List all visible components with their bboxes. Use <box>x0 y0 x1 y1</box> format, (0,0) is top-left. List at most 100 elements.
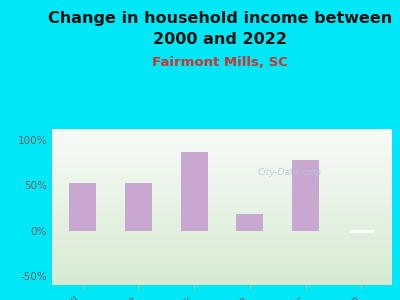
Bar <box>52 206 392 207</box>
Bar <box>52 259 392 260</box>
Bar <box>52 249 392 251</box>
Bar <box>52 159 392 160</box>
Bar <box>52 255 392 257</box>
Bar <box>52 232 392 233</box>
Bar <box>52 229 392 230</box>
Text: 2000 and 2022: 2000 and 2022 <box>153 32 287 46</box>
Text: Fairmont Mills, SC: Fairmont Mills, SC <box>152 56 288 68</box>
Bar <box>52 173 392 174</box>
Bar <box>52 220 392 221</box>
Bar <box>292 160 319 231</box>
Bar <box>52 171 392 173</box>
Bar <box>52 238 392 240</box>
Bar <box>52 204 392 206</box>
Bar <box>52 149 392 151</box>
Bar <box>52 268 392 269</box>
Bar <box>52 162 392 163</box>
Bar <box>52 185 392 187</box>
Text: Change in household income between: Change in household income between <box>48 11 392 26</box>
Bar <box>52 279 392 280</box>
Bar <box>52 193 392 194</box>
Bar <box>52 277 392 279</box>
Bar <box>52 169 392 171</box>
Bar <box>52 271 392 272</box>
Bar <box>52 190 392 191</box>
Bar <box>52 188 392 190</box>
Bar <box>52 269 392 271</box>
Bar <box>52 184 392 185</box>
Bar <box>52 201 392 202</box>
Bar <box>52 130 392 132</box>
Bar <box>52 182 392 184</box>
Bar <box>52 257 392 259</box>
Bar <box>52 284 392 285</box>
Bar <box>52 224 392 226</box>
Bar <box>52 282 392 284</box>
Bar <box>52 191 392 193</box>
Bar <box>52 262 392 263</box>
Bar <box>52 132 392 134</box>
Bar <box>52 165 392 166</box>
Bar <box>52 265 392 266</box>
Bar <box>52 168 392 170</box>
Bar <box>52 160 392 162</box>
Bar <box>52 187 392 188</box>
Bar <box>52 272 392 274</box>
Bar <box>52 151 392 152</box>
Bar <box>52 246 392 247</box>
Bar <box>52 148 392 149</box>
Bar <box>52 157 392 159</box>
Bar <box>52 280 392 282</box>
Bar <box>52 196 392 198</box>
Bar <box>52 155 392 157</box>
Bar <box>181 152 208 231</box>
Bar <box>52 251 392 252</box>
Bar <box>52 163 392 165</box>
Bar <box>52 199 392 201</box>
Bar <box>52 145 392 146</box>
Bar <box>52 263 392 265</box>
Bar <box>52 260 392 262</box>
Bar <box>52 129 392 130</box>
Bar <box>52 207 392 208</box>
Bar <box>52 266 392 268</box>
Bar <box>52 135 392 137</box>
Bar <box>52 142 392 143</box>
Bar <box>52 177 392 179</box>
Bar <box>52 233 392 235</box>
Bar <box>52 216 392 218</box>
Bar <box>52 174 392 176</box>
Bar <box>52 198 392 199</box>
Bar <box>52 218 392 220</box>
Bar <box>125 182 152 231</box>
Bar <box>52 227 392 229</box>
Bar <box>52 137 392 138</box>
Bar <box>52 243 392 244</box>
Bar <box>236 214 263 231</box>
Bar <box>52 152 392 154</box>
Bar <box>52 134 392 135</box>
Bar <box>52 140 392 142</box>
Bar <box>52 194 392 196</box>
Bar <box>52 143 392 145</box>
Bar <box>69 183 96 231</box>
Bar <box>52 230 392 232</box>
Bar <box>52 240 392 241</box>
Bar <box>52 208 392 210</box>
Bar <box>52 276 392 277</box>
Bar <box>52 241 392 243</box>
Bar <box>52 244 392 246</box>
Bar <box>52 176 392 177</box>
Bar <box>52 146 392 148</box>
Bar <box>52 223 392 224</box>
Bar <box>52 154 392 155</box>
Bar <box>52 274 392 276</box>
Bar <box>52 235 392 237</box>
Bar <box>52 226 392 227</box>
Bar <box>52 179 392 181</box>
Bar <box>52 167 392 168</box>
Bar <box>52 212 392 213</box>
Bar <box>52 181 392 182</box>
Bar <box>52 237 392 238</box>
Bar <box>52 248 392 249</box>
